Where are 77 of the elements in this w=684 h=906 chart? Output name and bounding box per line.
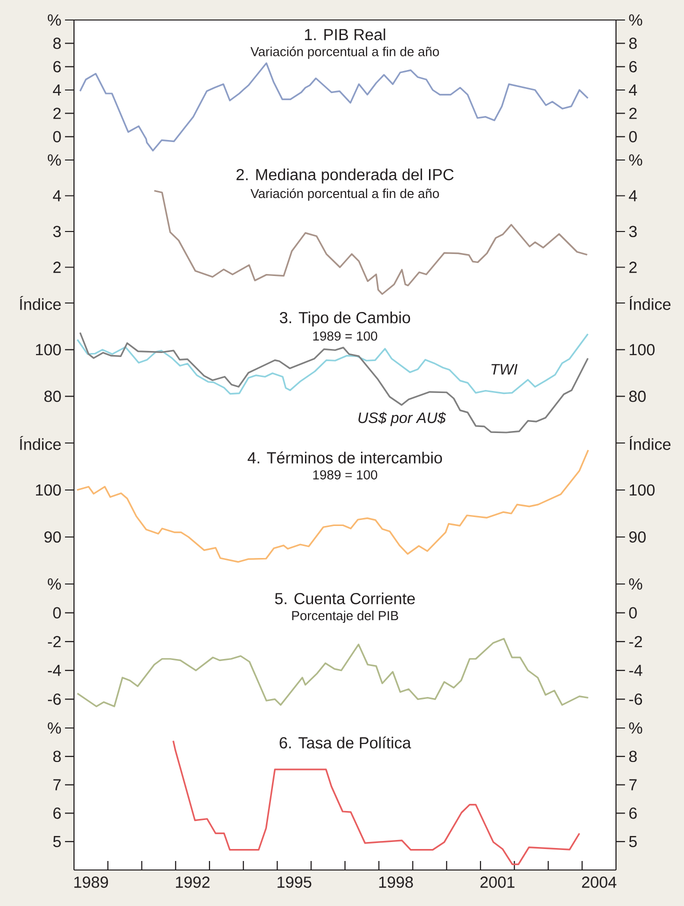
text: Variación porcentual a fin de año	[250, 46, 439, 59]
y-tick-label: 8	[53, 750, 61, 762]
y-tick-label: 4	[52, 84, 61, 96]
y2-tick-label: %	[629, 154, 642, 166]
y2-tick-label: 4	[628, 190, 637, 202]
y2-tick-label: 90	[629, 531, 646, 543]
y2-tick-label: Índice	[630, 436, 671, 450]
series-label: TWI	[491, 364, 518, 374]
y-tick-label: %	[48, 578, 61, 590]
line-series	[76, 449, 590, 563]
y-tick-label: Índice	[20, 436, 61, 450]
y-tick-label: 3	[53, 226, 61, 238]
text: 1989 = 100	[313, 331, 378, 341]
y-tick-label: 2	[53, 108, 61, 119]
y2-tick-label: 8	[629, 38, 637, 49]
y-tick-label: 8	[53, 38, 61, 49]
text: 1989 = 100	[313, 470, 378, 480]
y2-tick-label: 5	[629, 836, 637, 848]
y2-tick-label: 7	[629, 779, 637, 790]
x-tick-label: 2004	[582, 876, 616, 888]
y-tick-label: 4	[52, 190, 61, 202]
chart-title: 4. Términos de intercambio	[248, 452, 442, 464]
line-series	[79, 62, 589, 152]
y2-tick-label: 4	[628, 84, 637, 96]
line-series	[76, 638, 590, 708]
y2-tick-label: 100	[630, 344, 655, 356]
x-tick-label: 1989	[74, 876, 108, 888]
chart-title: 1. PIB Real	[305, 28, 386, 40]
y-tick-label: %	[48, 154, 61, 166]
y2-tick-label: -6	[629, 694, 642, 705]
series-label: US$ por AU$	[358, 412, 446, 426]
chart-title: 6. Tasa de Política	[280, 736, 412, 748]
x-tick-label: 1998	[379, 876, 413, 888]
line-series	[76, 333, 589, 395]
y-tick-label: -6	[48, 694, 61, 705]
y-tick-label: 6	[53, 808, 61, 819]
y2-tick-label: 6	[629, 808, 637, 819]
y-tick-label: 90	[44, 531, 61, 543]
y2-tick-label: 100	[630, 484, 655, 496]
y-tick-label: 6	[53, 61, 61, 72]
y-tick-label: 0	[53, 131, 61, 142]
y-tick-label: 100	[36, 344, 61, 356]
y-tick-label: 2	[53, 262, 61, 273]
y2-tick-label: %	[629, 578, 642, 590]
x-tick-label: 1995	[278, 876, 312, 888]
y-tick-label: %	[48, 722, 61, 734]
y2-tick-label: 2	[629, 108, 637, 119]
y-tick-label: 0	[53, 607, 61, 618]
text: Variación porcentual a fin de año	[250, 188, 439, 201]
y-tick-label: %	[48, 14, 61, 26]
y2-tick-label: -2	[629, 636, 642, 648]
x-tick-label: 2001	[480, 876, 514, 888]
y2-tick-label: %	[629, 14, 642, 26]
y-tick-label: 100	[36, 484, 61, 496]
y2-tick-label: 0	[629, 607, 637, 618]
text: Porcentaje del PIB	[292, 610, 398, 623]
y-tick-label: 7	[53, 779, 61, 790]
x-tick-label: 1992	[176, 876, 210, 888]
y-tick-label: 5	[53, 836, 61, 848]
chart-title: 2. Mediana ponderada del IPC	[236, 168, 454, 184]
y2-tick-label: %	[629, 722, 642, 734]
line-series	[153, 190, 588, 295]
y2-tick-label: 6	[629, 61, 637, 72]
y2-tick-label: 2	[629, 262, 637, 273]
y2-tick-label: 3	[629, 226, 637, 238]
y2-tick-label: 0	[629, 131, 637, 142]
y2-tick-label: Índice	[630, 296, 671, 310]
line-series	[79, 332, 589, 434]
y-tick-label: -2	[48, 636, 61, 648]
y-tick-label: 80	[44, 390, 61, 402]
y2-tick-label: -4	[629, 664, 642, 676]
y2-tick-label: 8	[629, 750, 637, 762]
chart-title: 3. Tipo de Cambio	[280, 312, 410, 326]
chart-title: 5. Cuenta Corriente	[275, 592, 415, 604]
y-tick-label: Índice	[20, 296, 61, 310]
y-tick-label: -4	[48, 664, 61, 676]
y2-tick-label: 80	[629, 390, 646, 402]
